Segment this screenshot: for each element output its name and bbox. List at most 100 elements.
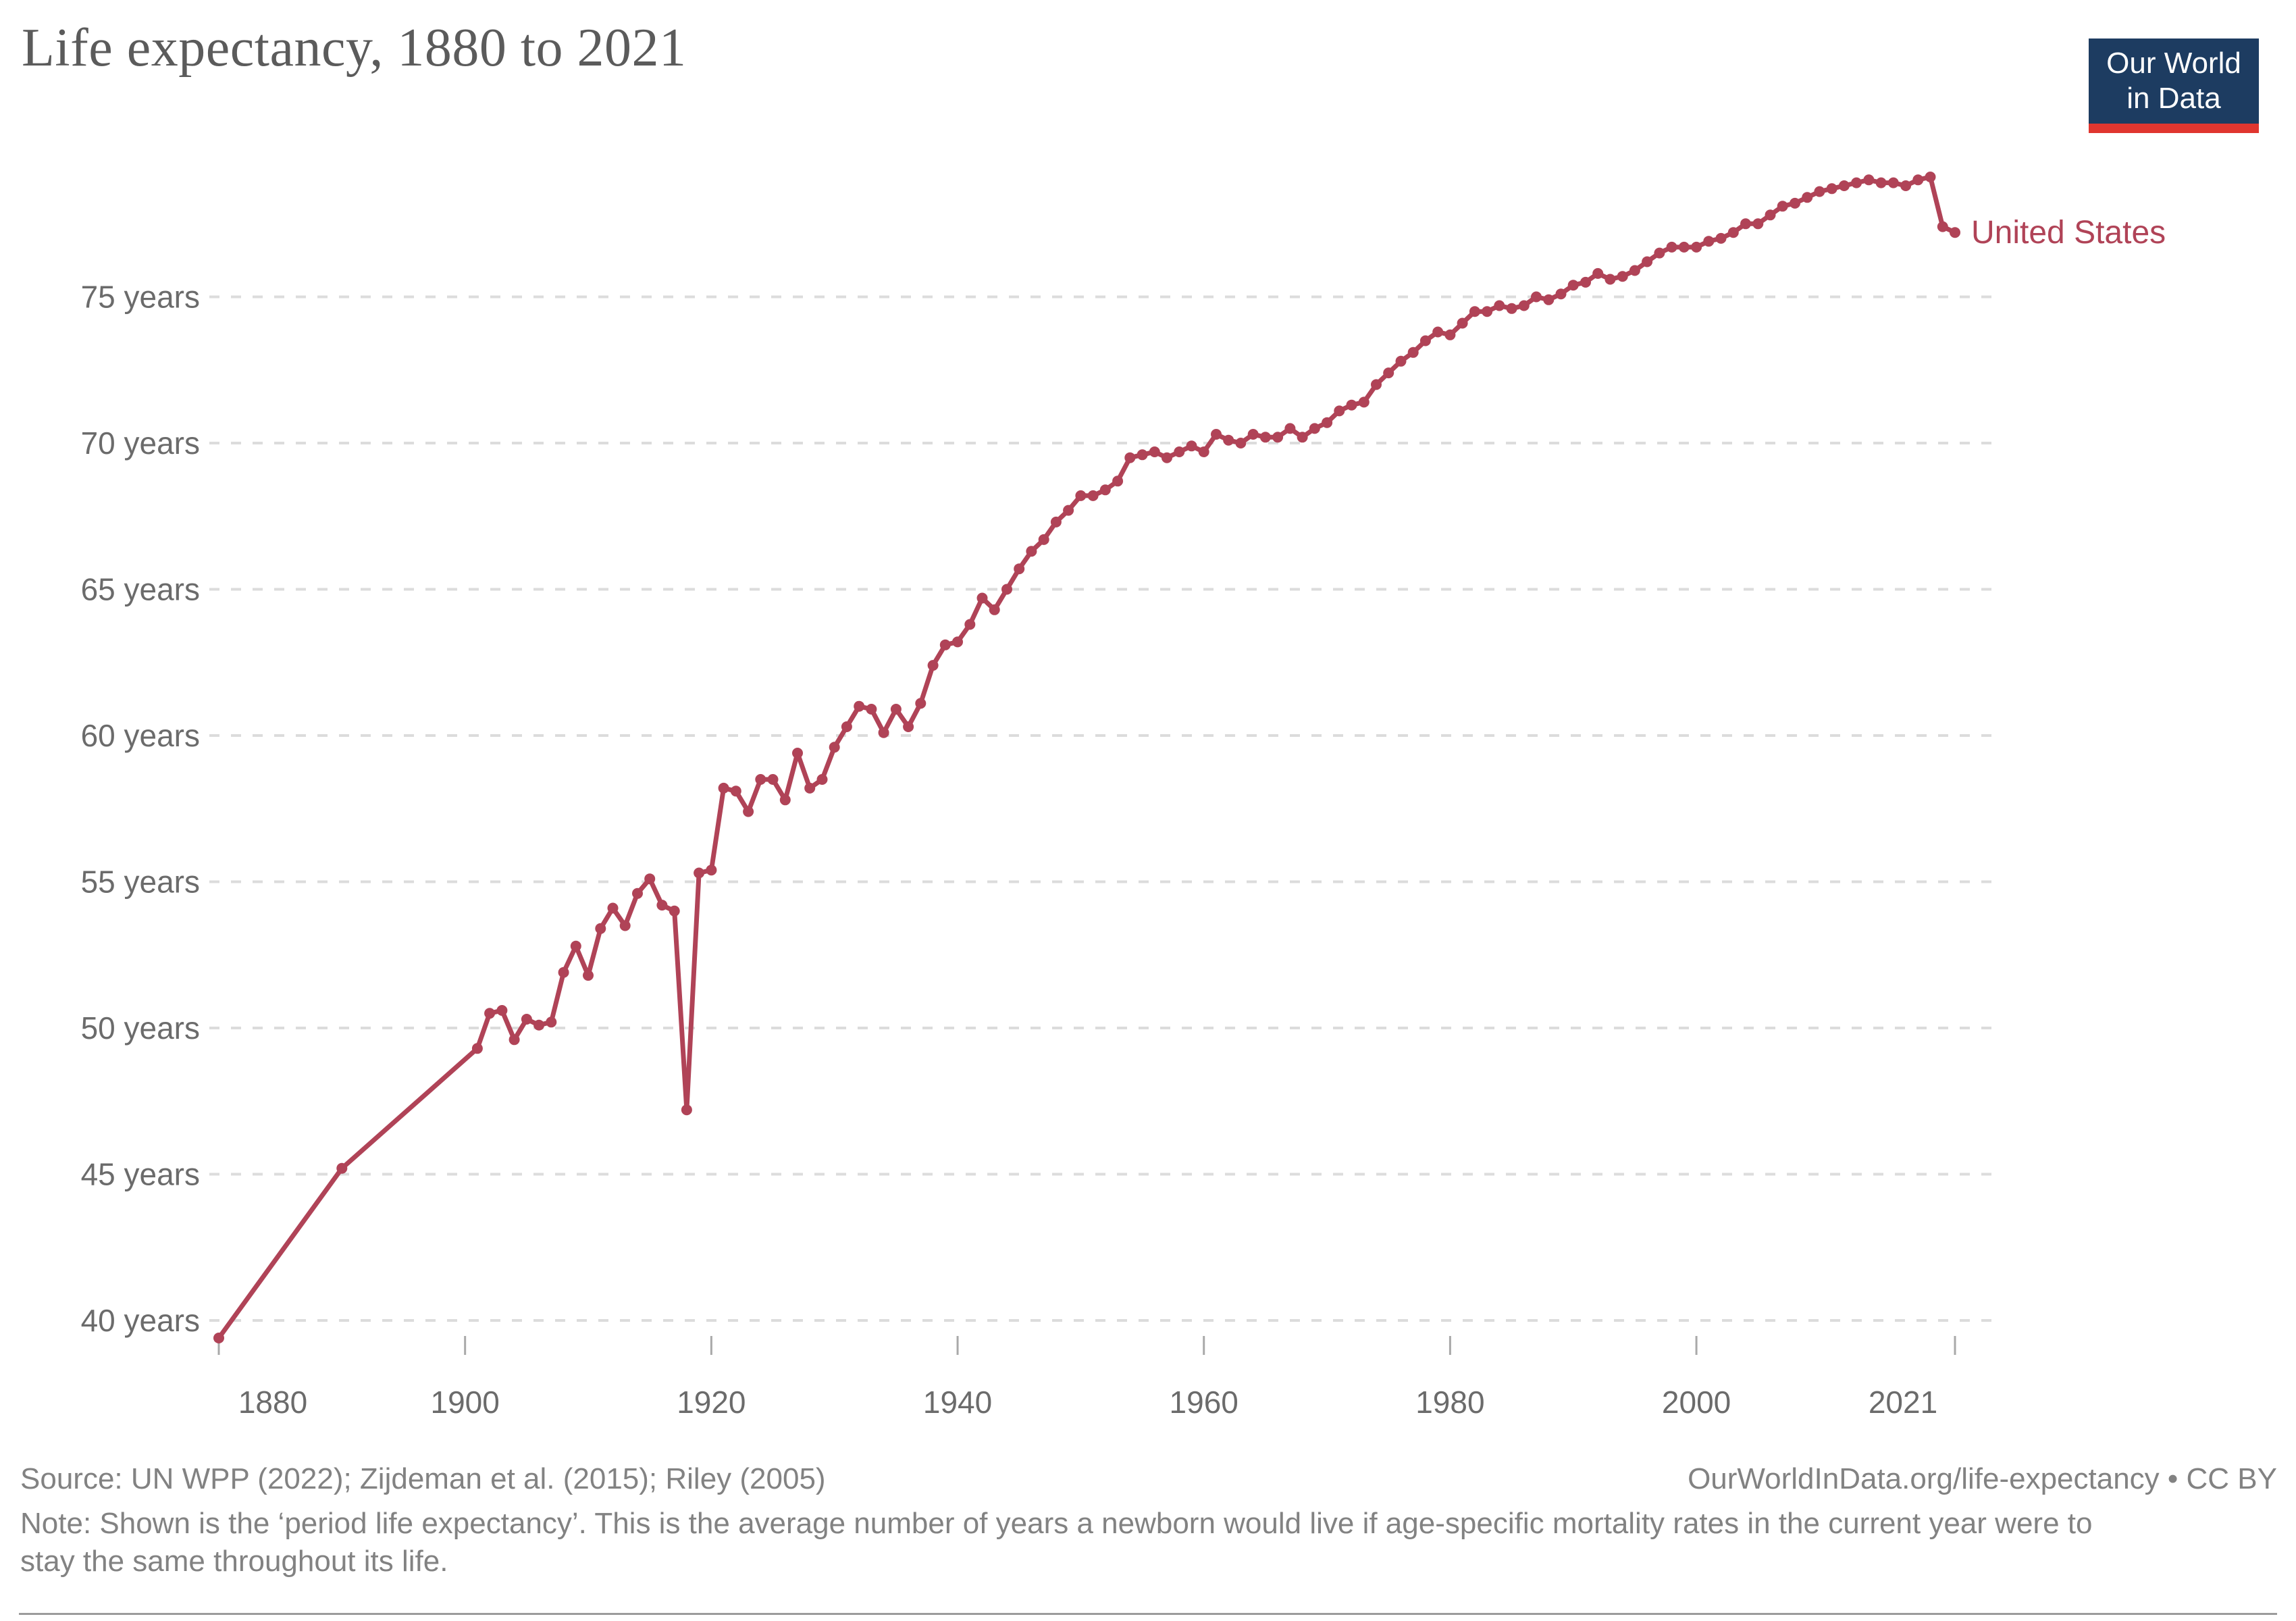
data-point <box>792 748 803 758</box>
data-point <box>213 1333 224 1343</box>
data-point <box>1334 405 1345 417</box>
data-point <box>1715 232 1727 244</box>
data-point <box>952 636 963 648</box>
data-point <box>1752 218 1764 230</box>
data-point <box>829 742 840 753</box>
data-point <box>878 727 889 738</box>
data-point <box>607 902 619 914</box>
data-point <box>583 970 594 981</box>
data-point <box>1001 584 1012 595</box>
series-line <box>216 174 1958 1341</box>
series-label: United States <box>1971 215 2166 251</box>
data-point <box>1395 355 1407 367</box>
data-point <box>1629 265 1640 276</box>
y-gridlines <box>209 295 1992 1322</box>
data-point <box>939 639 951 650</box>
data-points <box>213 172 1960 1343</box>
owid-logo[interactable]: Our World in Data <box>2089 38 2259 133</box>
data-point <box>508 1034 520 1046</box>
data-point <box>1137 449 1148 461</box>
data-point <box>1297 432 1308 443</box>
data-point <box>1887 177 1899 188</box>
data-point <box>1198 446 1209 457</box>
data-point <box>570 940 581 952</box>
data-point <box>1592 267 1604 279</box>
data-point <box>1087 490 1099 501</box>
data-point <box>1309 423 1320 434</box>
data-point <box>1112 475 1124 487</box>
data-point <box>1518 300 1530 311</box>
data-point <box>336 1162 348 1174</box>
data-point <box>1937 221 1948 232</box>
data-point <box>964 619 976 630</box>
y-tick-label: 75 years <box>81 280 200 315</box>
data-point <box>1925 172 1936 182</box>
data-point <box>1284 423 1296 434</box>
data-point <box>1075 490 1087 501</box>
data-point <box>619 920 631 931</box>
data-point <box>1580 276 1591 288</box>
data-point <box>755 774 766 785</box>
data-point <box>854 700 865 712</box>
data-point <box>1383 367 1394 379</box>
owid-logo-line2: in Data <box>2127 82 2221 115</box>
data-point <box>1740 218 1751 230</box>
data-point <box>1814 186 1825 197</box>
data-point <box>694 867 705 879</box>
y-tick-label: 50 years <box>81 1010 200 1046</box>
data-point <box>558 967 569 978</box>
data-point <box>1014 563 1025 575</box>
data-point <box>1322 417 1333 428</box>
data-point <box>1063 505 1074 516</box>
chart-footer: Source: UN WPP (2022); Zijdeman et al. (… <box>20 1460 2277 1580</box>
data-point <box>1026 546 1037 557</box>
data-point <box>1272 432 1284 443</box>
x-tick-label: 2000 <box>1662 1385 1731 1420</box>
source-text: Source: UN WPP (2022); Zijdeman et al. (… <box>20 1462 826 1495</box>
data-point <box>1186 440 1197 452</box>
data-point <box>644 873 656 885</box>
data-point <box>903 721 914 732</box>
x-tick-label: 1920 <box>677 1385 746 1420</box>
data-point <box>706 865 717 876</box>
data-point <box>1506 303 1517 314</box>
data-point <box>1950 227 1960 238</box>
data-point <box>1211 429 1222 440</box>
data-point <box>1235 438 1247 448</box>
data-point <box>730 786 741 797</box>
data-point <box>1875 177 1887 188</box>
data-point <box>841 721 852 732</box>
data-point <box>484 1008 496 1019</box>
data-point <box>1259 432 1271 443</box>
data-point <box>681 1104 692 1116</box>
data-point <box>1642 256 1653 267</box>
data-point <box>1050 516 1062 528</box>
data-point <box>1358 396 1369 408</box>
data-point <box>1912 174 1924 186</box>
data-point <box>533 1019 545 1031</box>
x-tick-label: 1900 <box>431 1385 500 1420</box>
data-point <box>866 704 877 715</box>
data-point <box>546 1017 557 1028</box>
data-point <box>471 1043 483 1054</box>
data-point <box>1543 294 1555 305</box>
data-point <box>779 794 791 806</box>
data-point <box>1162 452 1172 463</box>
data-point <box>1494 300 1505 311</box>
data-point <box>767 774 779 785</box>
data-point <box>1149 446 1160 457</box>
data-point <box>1469 306 1480 317</box>
data-point <box>890 704 902 715</box>
license-link[interactable]: OurWorldInData.org/life-expectancy • CC … <box>1688 1462 2277 1495</box>
y-axis-labels: 40 years 45 years 50 years 55 years 60 years… <box>81 280 200 1339</box>
data-point <box>1838 180 1850 191</box>
x-tick-label: 1960 <box>1170 1385 1238 1420</box>
data-point <box>656 900 668 911</box>
data-point <box>1407 346 1419 358</box>
data-point <box>1247 429 1259 440</box>
y-tick-label: 70 years <box>81 426 200 461</box>
data-point <box>816 774 828 785</box>
data-point <box>1432 326 1444 338</box>
data-point <box>743 806 754 817</box>
